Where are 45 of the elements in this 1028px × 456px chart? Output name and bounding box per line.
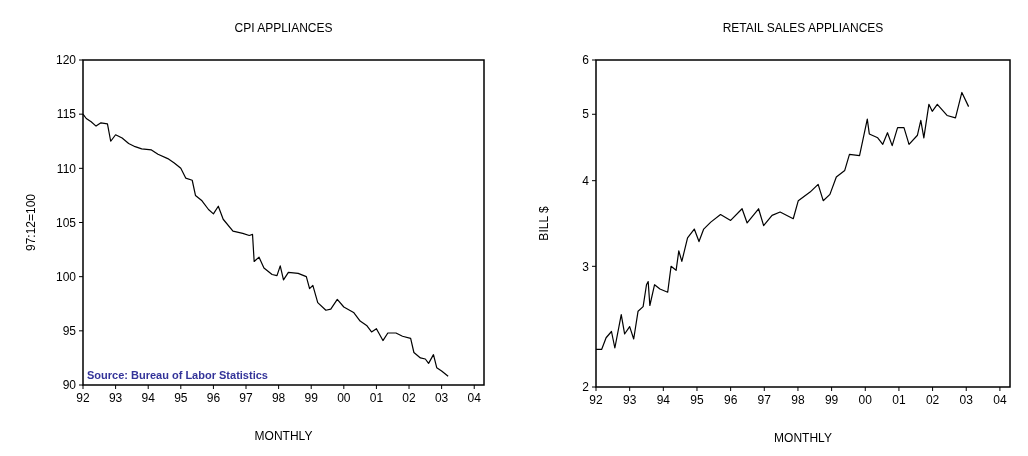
y-tick-label: 100 xyxy=(55,269,77,284)
y-tick-label: 110 xyxy=(56,161,77,176)
y-tick-label: 105 xyxy=(55,215,77,230)
x-tick-label: 97 xyxy=(757,393,772,407)
x-tick-label: 00 xyxy=(858,393,873,407)
x-tick-label: 98 xyxy=(791,393,805,407)
y-axis-title: 97:12=100 xyxy=(24,193,38,252)
chart-title: RETAIL SALES APPLIANCES xyxy=(722,21,884,35)
x-tick-label: 92 xyxy=(76,391,90,405)
x-tick-label: 03 xyxy=(434,391,449,405)
x-tick-label: 04 xyxy=(993,393,1007,407)
y-tick-label: 4 xyxy=(582,173,590,188)
y-tick-label: 2 xyxy=(582,380,590,395)
x-tick-label: 99 xyxy=(304,391,319,405)
x-tick-label: 94 xyxy=(656,393,671,407)
y-tick-label: 115 xyxy=(56,107,77,122)
annotation: Source: Bureau of Labor Statistics xyxy=(87,369,268,381)
y-tick-label: 120 xyxy=(55,53,77,68)
x-tick-label: 04 xyxy=(467,391,482,405)
x-tick-label: 94 xyxy=(141,391,156,405)
y-tick-label: 3 xyxy=(582,259,590,274)
x-tick-label: 02 xyxy=(402,391,417,405)
x-tick-label: 95 xyxy=(174,391,188,405)
x-tick-label: 95 xyxy=(690,393,704,407)
x-axis-title: MONTHLY xyxy=(774,431,832,445)
x-tick-label: 98 xyxy=(271,391,286,405)
x-tick-label: 99 xyxy=(824,393,839,407)
y-tick-label: 95 xyxy=(62,324,77,339)
x-tick-label: 00 xyxy=(337,391,351,405)
x-tick-label: 03 xyxy=(959,393,974,407)
y-tick-label: 6 xyxy=(582,53,590,68)
y-tick-label: 5 xyxy=(582,107,590,122)
x-tick-label: 01 xyxy=(369,391,384,405)
chart-title: CPI APPLIANCES xyxy=(234,21,333,35)
y-tick-label: 90 xyxy=(62,378,77,393)
x-axis-title: MONTHLY xyxy=(254,429,313,443)
x-tick-label: 96 xyxy=(723,393,738,407)
x-tick-label: 93 xyxy=(108,391,123,405)
y-axis-title: BILL $ xyxy=(537,206,551,241)
x-tick-label: 01 xyxy=(892,393,906,407)
x-tick-label: 92 xyxy=(589,393,603,407)
x-tick-label: 02 xyxy=(925,393,940,407)
x-tick-label: 96 xyxy=(206,391,221,405)
x-tick-label: 97 xyxy=(239,391,253,405)
x-tick-label: 93 xyxy=(622,393,637,407)
